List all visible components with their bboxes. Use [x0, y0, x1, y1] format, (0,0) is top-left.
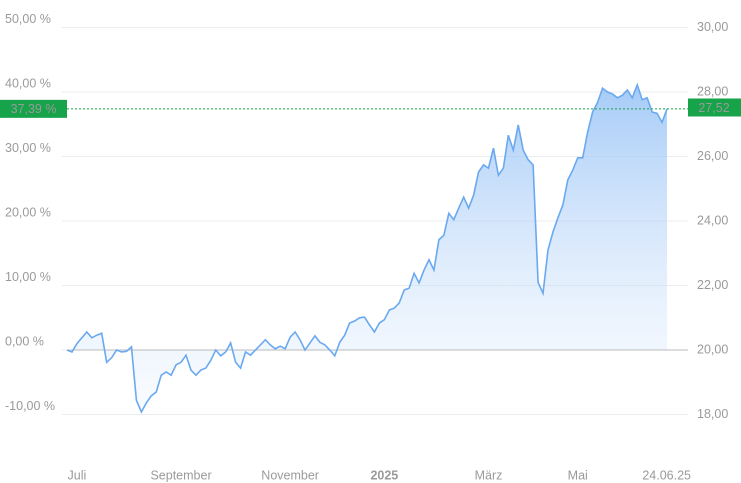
current-badge — [0, 99, 67, 118]
area — [67, 84, 667, 412]
x-tick-label: März — [475, 468, 503, 482]
y-tick-label: 30,00 % — [5, 141, 51, 155]
current-label: 37,39 % — [11, 102, 57, 116]
y-tick-label: 20,00 % — [5, 205, 51, 219]
price-badge — [688, 98, 741, 117]
y2-tick-label: 22,00 — [697, 278, 728, 292]
x-tick-label: 24.06.25 — [642, 468, 691, 482]
x-tick-label: 2025 — [370, 468, 398, 482]
y-tick-label: 40,00 % — [5, 76, 51, 90]
y2-tick-label: 28,00 — [697, 84, 728, 98]
y-tick-label: 10,00 % — [5, 270, 51, 284]
x-tick-label: November — [261, 468, 319, 482]
x-tick-label: September — [150, 468, 211, 482]
y2-tick-label: 20,00 — [697, 342, 728, 356]
y2-tick-label: 30,00 — [697, 20, 728, 34]
x-tick-label: Juli — [68, 468, 87, 482]
y2-tick-label: 26,00 — [697, 149, 728, 163]
x-tick-label: Mai — [568, 468, 588, 482]
y2-tick-label: 24,00 — [697, 213, 728, 227]
price-label: 27,52 — [698, 101, 729, 115]
y-tick-label: 50,00 % — [5, 12, 51, 26]
y-tick-label: -10,00 % — [5, 399, 55, 413]
y-tick-label: 0,00 % — [5, 334, 44, 348]
y2-tick-label: 18,00 — [697, 407, 728, 421]
line — [66, 82, 668, 414]
